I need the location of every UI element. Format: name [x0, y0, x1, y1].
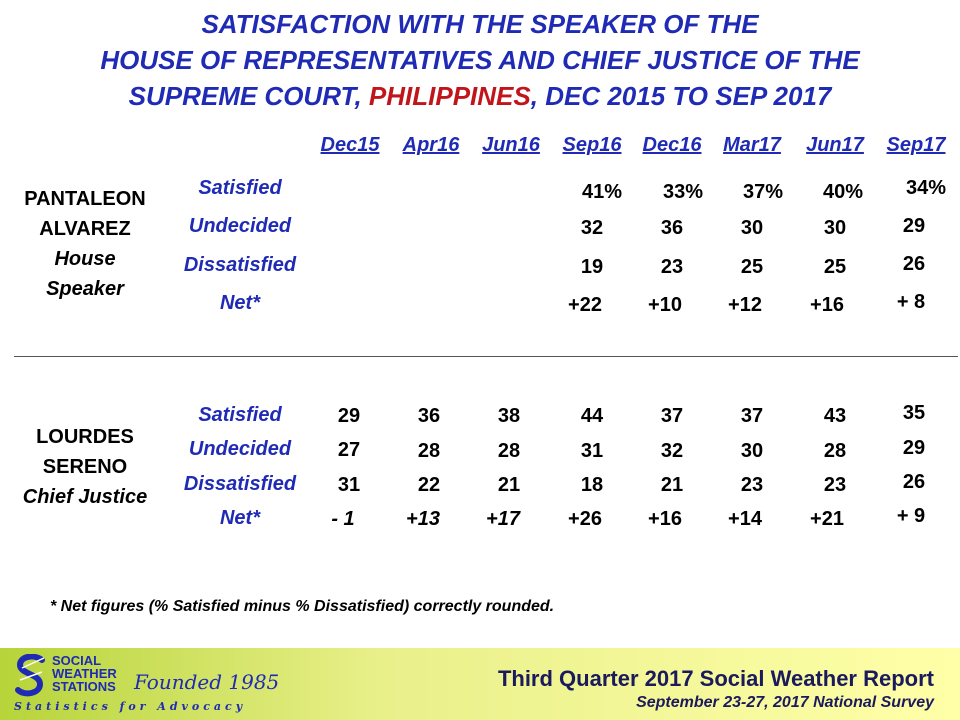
table-cell: 28: [823, 440, 847, 462]
table-cell: - 1: [331, 508, 355, 530]
section-divider: [14, 356, 958, 357]
table-cell: +14: [728, 508, 762, 530]
table-cell: +10: [648, 294, 682, 316]
person-alvarez: PANTALEON ALVAREZ House Speaker: [10, 184, 160, 304]
footnote: * Net figures (% Satisfied minus % Dissa…: [50, 598, 555, 615]
table-cell: 29: [902, 215, 926, 237]
table-cell: 23: [823, 474, 847, 496]
col-header-dec15: Dec15: [320, 134, 380, 156]
row-label-dissatisfied: Dissatisfied: [183, 254, 297, 276]
survey-dates: September 23-27, 2017 National Survey: [636, 694, 934, 711]
logo-line: SOCIAL: [52, 653, 102, 668]
table-cell: 33%: [662, 181, 704, 203]
table-cell: 30: [740, 217, 764, 239]
table-cell: 41%: [581, 181, 623, 203]
table-cell: 30: [740, 440, 764, 462]
table-cell: 29: [337, 405, 361, 427]
table-cell: 29: [902, 437, 926, 459]
col-header-jun16: Jun16: [482, 134, 540, 156]
table-cell: +17: [486, 508, 520, 530]
sws-logo-icon: [15, 654, 45, 697]
table-cell: 28: [417, 440, 441, 462]
table-cell: + 8: [896, 291, 926, 313]
table-cell: 28: [497, 440, 521, 462]
table-cell: +13: [406, 508, 440, 530]
table-cell: 35: [902, 402, 926, 424]
table-cell: 23: [660, 256, 684, 278]
row-label-satisfied: Satisfied: [198, 404, 282, 426]
table-cell: +26: [568, 508, 602, 530]
slide-title: SATISFACTION WITH THE SPEAKER OF THE HOU…: [0, 6, 960, 114]
sws-logo-text: SOCIAL WEATHER STATIONS: [52, 654, 117, 693]
table-cell: 32: [660, 440, 684, 462]
table-cell: 36: [660, 217, 684, 239]
table-cell: 37: [660, 405, 684, 427]
col-header-dec16: Dec16: [642, 134, 702, 156]
table-cell: 25: [740, 256, 764, 278]
person-name-line: LOURDES: [36, 426, 134, 448]
table-cell: 44: [580, 405, 604, 427]
table-cell: 38: [497, 405, 521, 427]
col-header-jun17: Jun17: [806, 134, 864, 156]
person-name-line: ALVAREZ: [39, 218, 131, 240]
title-line-3: SUPREME COURT, PHILIPPINES, DEC 2015 TO …: [128, 81, 832, 111]
table-cell: 21: [660, 474, 684, 496]
table-cell: 18: [580, 474, 604, 496]
logo-line: STATIONS: [52, 679, 116, 694]
table-cell: 22: [417, 474, 441, 496]
person-role-line: Speaker: [46, 278, 124, 300]
person-name-line: PANTALEON: [24, 188, 146, 210]
table-cell: +16: [810, 294, 844, 316]
row-label-satisfied: Satisfied: [198, 177, 282, 199]
row-label-undecided: Undecided: [188, 215, 292, 237]
table-cell: 25: [823, 256, 847, 278]
title-country: PHILIPPINES: [368, 81, 531, 111]
table-cell: 37%: [742, 181, 784, 203]
table-cell: 30: [823, 217, 847, 239]
table-cell: 23: [740, 474, 764, 496]
footer-band: SOCIAL WEATHER STATIONS Founded 1985 Sta…: [0, 648, 960, 720]
table-cell: + 9: [896, 505, 926, 527]
person-role-line: House: [54, 248, 116, 270]
col-header-sep17: Sep17: [886, 134, 946, 156]
table-cell: 36: [417, 405, 441, 427]
table-cell: 37: [740, 405, 764, 427]
person-sereno: LOURDES SERENO Chief Justice: [10, 422, 160, 512]
col-header-sep16: Sep16: [562, 134, 622, 156]
table-cell: 21: [497, 474, 521, 496]
table-cell: +22: [568, 294, 602, 316]
person-name-line: SERENO: [42, 456, 128, 478]
title-line-2: HOUSE OF REPRESENTATIVES AND CHIEF JUSTI…: [100, 45, 860, 75]
table-cell: +16: [648, 508, 682, 530]
table-cell: 32: [580, 217, 604, 239]
col-header-mar17: Mar17: [723, 134, 781, 156]
table-cell: 40%: [822, 181, 864, 203]
table-cell: 31: [337, 474, 361, 496]
table-cell: 34%: [905, 177, 947, 199]
table-cell: 19: [580, 256, 604, 278]
table-cell: 26: [902, 253, 926, 275]
table-cell: 27: [337, 439, 361, 461]
table-cell: 43: [823, 405, 847, 427]
table-cell: 31: [580, 440, 604, 462]
row-label-dissatisfied: Dissatisfied: [183, 473, 297, 495]
title-line-1: SATISFACTION WITH THE SPEAKER OF THE: [201, 9, 759, 39]
row-label-net: Net*: [219, 507, 260, 529]
row-label-undecided: Undecided: [188, 438, 292, 460]
logo-line: WEATHER: [52, 666, 117, 681]
report-title: Third Quarter 2017 Social Weather Report: [497, 666, 934, 691]
tagline: Statistics for Advocacy: [14, 700, 247, 713]
table-cell: 26: [902, 471, 926, 493]
table-cell: +21: [810, 508, 844, 530]
row-label-net: Net*: [219, 292, 260, 314]
table-cell: +12: [728, 294, 762, 316]
col-header-apr16: Apr16: [402, 134, 460, 156]
founded-text: Founded 1985: [134, 670, 280, 694]
person-role-line: Chief Justice: [22, 486, 148, 508]
